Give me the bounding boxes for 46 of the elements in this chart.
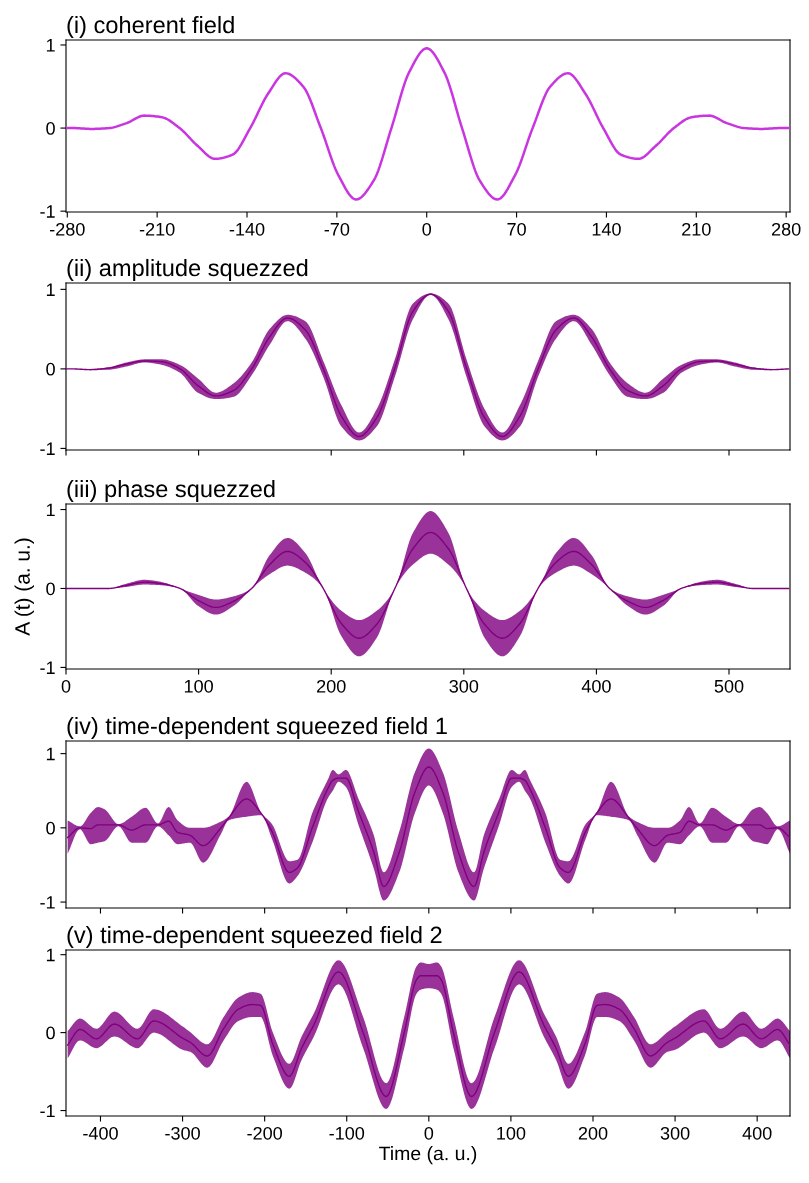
chart-title: (iv) time-dependent squeezed field 1 — [67, 716, 447, 739]
chart-title: (i) coherent field — [67, 15, 234, 38]
x-tick-label: -400 — [83, 1126, 118, 1140]
y-tick-label: 0 — [46, 1026, 55, 1040]
x-tick-label: 500 — [714, 679, 744, 693]
y-tick-label: 1 — [46, 283, 55, 296]
x-tick-label: 200 — [317, 679, 346, 693]
x-tick-label: 300 — [660, 1126, 690, 1140]
x-tick-label: -100 — [329, 1126, 365, 1140]
x-tick-label: -140 — [229, 222, 265, 236]
y-tick-label: 1 — [46, 503, 55, 517]
y-tick-label: 0 — [46, 582, 55, 596]
y-tick-label: -1 — [40, 205, 55, 218]
y-tick-label: 0 — [46, 122, 55, 135]
x-tick-label: 100 — [184, 679, 213, 693]
y-tick-label: 0 — [46, 362, 55, 376]
x-tick-label: -70 — [324, 222, 350, 236]
y-tick-label: -1 — [40, 896, 55, 909]
x-tick-label: -210 — [139, 222, 175, 236]
x-tick-label: -200 — [247, 1126, 283, 1140]
x-tick-label: 0 — [424, 1126, 434, 1140]
y-tick-label: -1 — [40, 1104, 55, 1118]
y-tick-label: 1 — [46, 948, 55, 962]
x-tick-label: 200 — [578, 1126, 608, 1140]
x-tick-label: 0 — [61, 679, 71, 693]
y-tick-label: 1 — [46, 747, 55, 761]
x-tick-label: 400 — [581, 679, 611, 693]
x-tick-label: 400 — [742, 1126, 772, 1140]
x-tick-label: 0 — [422, 222, 432, 236]
x-tick-label: -300 — [165, 1126, 200, 1140]
y-tick-label: 1 — [46, 39, 55, 52]
y-tick-label: 0 — [46, 821, 55, 835]
x-tick-label: 70 — [507, 222, 526, 236]
y-tick-label: -1 — [40, 442, 55, 455]
chart-title: (iii) phase squezzed — [67, 479, 275, 502]
x-tick-label: 300 — [449, 679, 479, 693]
y-tick-label: -1 — [40, 661, 55, 674]
chart-title: (v) time-dependent squeezed field 2 — [67, 925, 442, 948]
x-tick-label: 210 — [682, 222, 711, 236]
x-tick-label: 280 — [772, 222, 801, 236]
x-axis-title: Time (a. u.) — [379, 1146, 477, 1165]
x-tick-label: -280 — [50, 222, 85, 236]
y-axis-title: A (t) (a. u.) — [14, 538, 34, 636]
x-tick-label: 140 — [592, 222, 621, 236]
chart-title: (ii) amplitude squezzed — [67, 258, 308, 281]
x-tick-label: 100 — [497, 1126, 526, 1140]
